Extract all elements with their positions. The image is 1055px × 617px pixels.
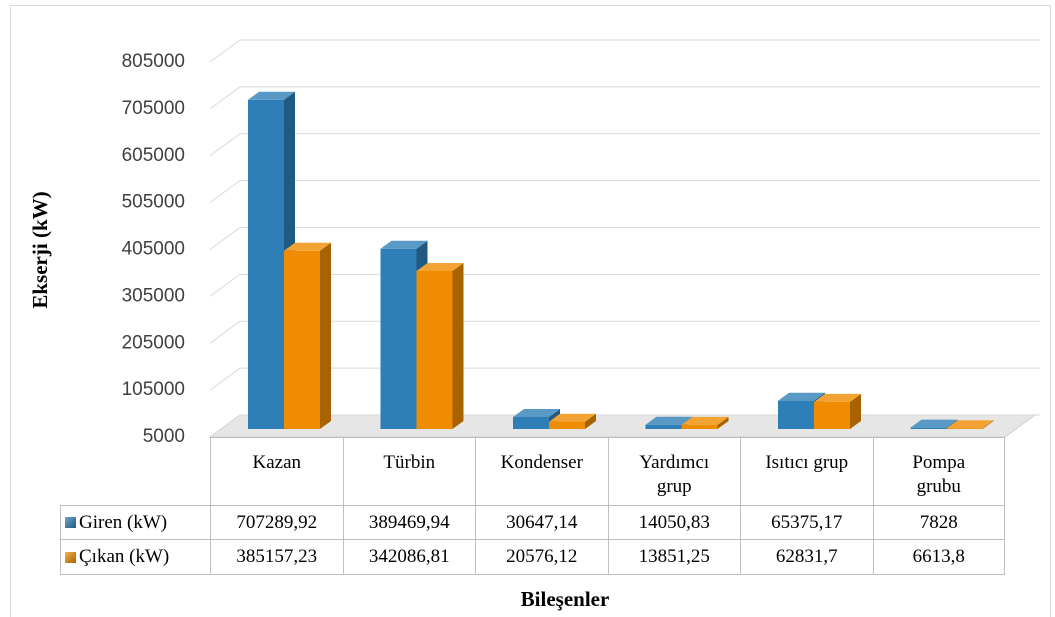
y-tick-label: 505000 <box>122 192 185 213</box>
legend-item: Giren (kW) <box>60 505 210 540</box>
category-label: Yardımcı grup <box>607 437 741 505</box>
grid-line <box>209 414 1040 438</box>
bar-top <box>814 393 861 402</box>
table-value: 7828 <box>872 505 1005 540</box>
bar-front <box>645 424 682 429</box>
bar <box>416 262 464 429</box>
bar-top <box>416 262 464 271</box>
grid-line <box>209 227 1040 250</box>
category-label: Kondenser <box>475 437 608 505</box>
legend-label: Giren (kW) <box>79 511 168 533</box>
grid-line <box>209 367 1040 391</box>
bar <box>284 242 331 429</box>
bar-top <box>910 419 958 428</box>
table-value: 20576,12 <box>475 540 608 575</box>
bar-side <box>982 420 994 429</box>
grid-line <box>209 86 1040 110</box>
legend-key <box>65 551 76 563</box>
y-tick-label: 105000 <box>122 379 185 400</box>
chart-border <box>10 5 1051 617</box>
bar-front <box>910 427 947 429</box>
y-tick-label: 305000 <box>122 285 185 306</box>
table-value: 342086,81 <box>342 540 475 575</box>
bar <box>549 413 596 429</box>
category-label: Isıtıcı grup <box>740 437 873 505</box>
y-tick-label: 405000 <box>122 239 185 260</box>
grid-line <box>209 180 1040 204</box>
bar-side <box>717 416 729 429</box>
table-value: 6613,8 <box>872 540 1005 575</box>
bar-top <box>513 408 560 417</box>
bar-top <box>946 420 994 429</box>
grid-line <box>209 133 1040 157</box>
grid-line <box>209 39 1040 63</box>
bar-top <box>248 91 295 100</box>
bar-front <box>549 421 585 429</box>
bar-top <box>284 242 331 251</box>
bar-front <box>248 99 284 429</box>
bar-front <box>778 400 814 429</box>
category-label: Türbin <box>342 437 476 505</box>
y-tick-label: 205000 <box>122 332 185 353</box>
grid-line <box>209 273 1040 297</box>
table-value: 707289,92 <box>210 505 343 540</box>
bar-side <box>452 262 464 429</box>
y-tick-label: 805000 <box>122 51 185 72</box>
y-tick-label: 5000 <box>143 426 185 447</box>
bar-front <box>284 250 320 429</box>
bar-front <box>681 424 718 429</box>
bar-side <box>585 413 596 429</box>
bar <box>681 416 729 429</box>
category-label: Pompa grubu <box>872 437 1005 505</box>
y-tick-label: 705000 <box>122 98 185 119</box>
table-value: 65375,17 <box>740 505 873 540</box>
bar-side <box>320 242 331 429</box>
bar-front <box>814 401 850 429</box>
bar-top <box>778 392 825 401</box>
table-value: 30647,14 <box>475 505 608 540</box>
floor <box>208 414 1037 438</box>
y-axis-title: Ekserji (kW) <box>28 191 52 308</box>
bar-top <box>549 413 596 422</box>
bar <box>814 393 861 429</box>
table-value: 389469,94 <box>342 505 475 540</box>
category-label: Kazan <box>210 437 343 505</box>
bar-top <box>645 416 693 425</box>
y-tick-label: 605000 <box>122 145 185 166</box>
table-value: 14050,83 <box>607 505 740 540</box>
x-axis-title: Bileşenler <box>521 587 610 611</box>
bar-front <box>380 248 417 429</box>
grid-line <box>209 320 1040 344</box>
bar-top <box>380 240 428 249</box>
table-value: 62831,7 <box>740 540 873 575</box>
legend-label: Çıkan (kW) <box>79 546 170 567</box>
table-value: 13851,25 <box>607 540 740 575</box>
legend-item: Çıkan (kW) <box>60 540 210 575</box>
bar-top <box>681 416 729 425</box>
bar <box>946 420 994 429</box>
bar-front <box>946 428 983 429</box>
bar-front <box>513 416 549 429</box>
bar-side <box>850 393 861 429</box>
legend-key <box>65 517 76 528</box>
table-value: 385157,23 <box>210 540 343 575</box>
bar-front <box>416 270 453 429</box>
